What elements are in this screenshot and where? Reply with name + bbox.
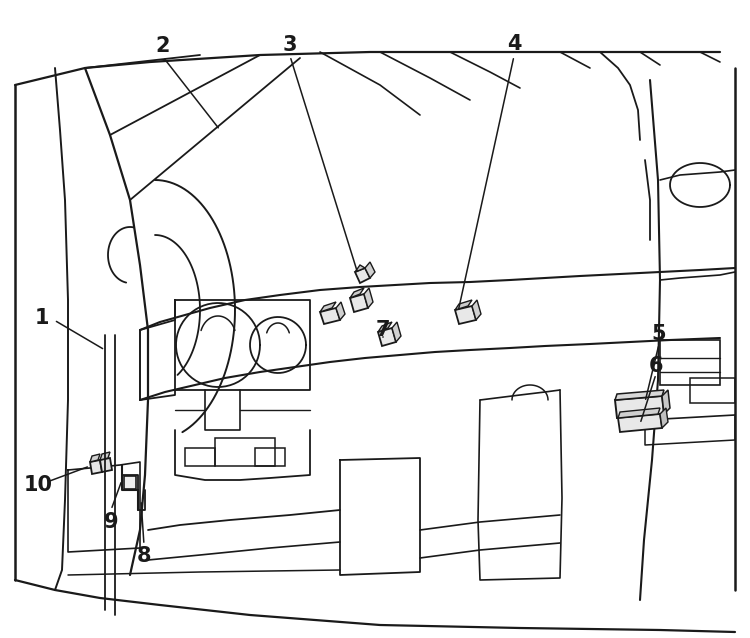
Text: 4: 4 (507, 34, 521, 54)
Polygon shape (100, 458, 112, 472)
Polygon shape (455, 306, 476, 324)
Polygon shape (320, 308, 340, 324)
Polygon shape (90, 454, 100, 462)
Polygon shape (365, 262, 375, 278)
Polygon shape (472, 300, 481, 320)
Polygon shape (618, 408, 660, 418)
Bar (185, 448, 215, 466)
Polygon shape (350, 294, 368, 312)
Polygon shape (618, 414, 662, 432)
Text: 3: 3 (283, 35, 297, 55)
Text: 10: 10 (23, 475, 52, 495)
Polygon shape (615, 396, 664, 418)
Bar (124, 476, 136, 489)
Text: 7: 7 (376, 320, 390, 340)
Text: 5: 5 (652, 324, 666, 344)
Text: 2: 2 (156, 36, 170, 56)
Polygon shape (350, 288, 364, 298)
Polygon shape (336, 302, 345, 320)
Polygon shape (364, 288, 373, 308)
Polygon shape (320, 302, 336, 312)
Polygon shape (660, 408, 668, 428)
Text: 9: 9 (104, 512, 118, 532)
Polygon shape (90, 460, 102, 474)
Text: 1: 1 (34, 308, 50, 328)
Text: 8: 8 (136, 546, 152, 566)
Polygon shape (355, 265, 365, 272)
Polygon shape (662, 390, 670, 414)
Polygon shape (355, 268, 370, 283)
Polygon shape (455, 300, 472, 310)
Text: 6: 6 (649, 356, 663, 376)
Bar (215, 438, 275, 466)
Bar (255, 448, 285, 466)
Bar (660, 340, 720, 385)
Polygon shape (378, 322, 392, 332)
Polygon shape (392, 322, 401, 342)
Polygon shape (615, 390, 664, 400)
Polygon shape (100, 452, 110, 460)
Polygon shape (378, 328, 396, 346)
Bar (690, 378, 735, 403)
